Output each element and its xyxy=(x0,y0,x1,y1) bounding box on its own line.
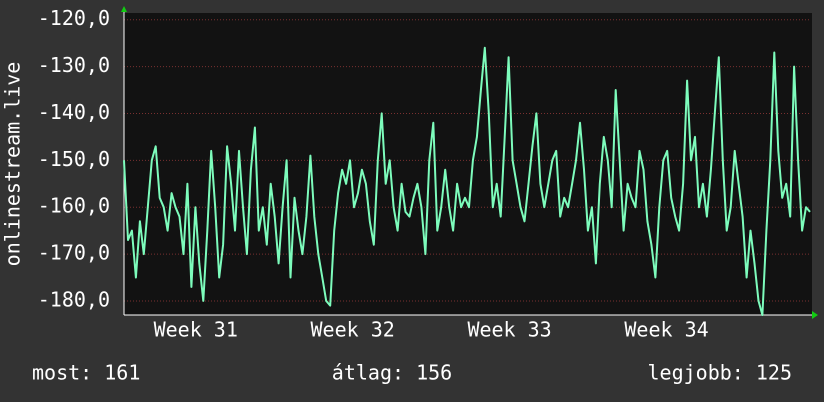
y-tick-label: -130,0 xyxy=(38,53,110,77)
y-axis-label: onlinestream.live xyxy=(1,62,25,267)
y-tick-label: -160,0 xyxy=(38,194,110,218)
y-tick-label: -140,0 xyxy=(38,100,110,124)
y-tick-label: -150,0 xyxy=(38,147,110,171)
axis-arrow xyxy=(812,311,818,319)
x-tick-label: Week 31 xyxy=(154,318,238,342)
x-tick-label: Week 33 xyxy=(467,318,551,342)
y-tick-label: -120,0 xyxy=(38,6,110,30)
data-line xyxy=(123,46,811,316)
y-tick-label: -180,0 xyxy=(38,287,110,311)
y-tick-label: -170,0 xyxy=(38,241,110,265)
footer-current: most: 161 xyxy=(32,361,140,385)
x-tick-label: Week 32 xyxy=(311,318,395,342)
x-tick-label: Week 34 xyxy=(624,318,708,342)
axis-arrow xyxy=(121,6,127,12)
footer-best: legjobb: 125 xyxy=(648,361,793,385)
footer-average: átlag: 156 xyxy=(332,361,452,385)
